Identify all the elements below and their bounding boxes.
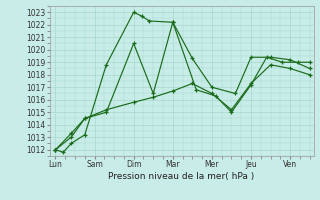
X-axis label: Pression niveau de la mer( hPa ): Pression niveau de la mer( hPa ) xyxy=(108,172,255,181)
